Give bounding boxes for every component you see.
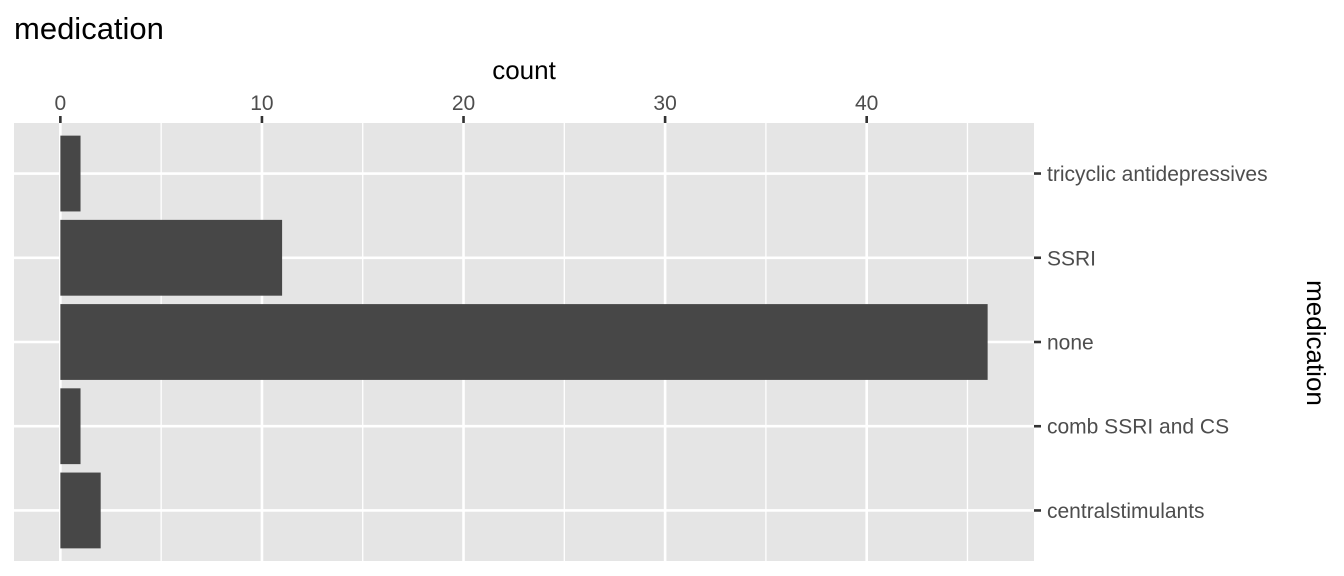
bar <box>60 388 81 465</box>
x-tick-label: 20 <box>452 92 475 115</box>
x-tick-label: 0 <box>55 92 67 115</box>
y-tick-label: SSRI <box>1047 247 1096 270</box>
bar <box>60 472 101 549</box>
x-tick-label: 40 <box>855 92 878 115</box>
bars <box>60 135 988 549</box>
y-axis-title: medication <box>1301 280 1331 406</box>
x-axis-title: count <box>492 55 556 85</box>
bar <box>60 304 988 380</box>
chart-title: medication <box>14 11 164 46</box>
bar <box>60 219 283 296</box>
y-tick-label: comb SSRI and CS <box>1047 416 1229 439</box>
x-tick-label: 10 <box>250 92 273 115</box>
y-axis: tricyclic antidepressives SSRI none comb SS… <box>1034 163 1268 523</box>
y-tick-label: none <box>1047 332 1094 355</box>
bar <box>60 135 81 212</box>
y-tick-label: centralstimulants <box>1047 500 1205 523</box>
x-tick-label: 30 <box>653 92 676 115</box>
y-tick-label: tricyclic antidepressives <box>1047 163 1268 186</box>
x-axis: 0 10 20 30 40 <box>55 92 878 123</box>
